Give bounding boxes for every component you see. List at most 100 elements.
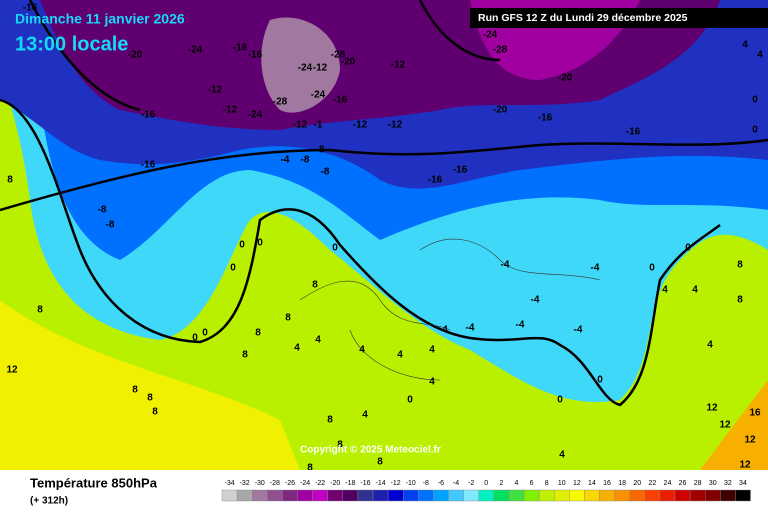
legend-swatch [267, 489, 283, 502]
map-title: Température 850hPa [30, 475, 158, 490]
legend-label: 4 [514, 480, 518, 487]
contour-label: -8 [301, 155, 310, 166]
contour-label: 4 [294, 343, 300, 354]
legend-swatch [538, 489, 555, 502]
legend-swatch [523, 489, 540, 502]
contour-label: -16 [141, 110, 156, 121]
contour-label: -4 [501, 260, 510, 271]
contour-label: -20 [493, 105, 508, 116]
contour-label: 0 [407, 395, 413, 406]
legend-swatch [478, 489, 495, 502]
legend-label: -22 [315, 480, 325, 487]
contour-label: -12 [313, 63, 328, 74]
contour-label: -8 [98, 205, 107, 216]
run-box [470, 8, 768, 28]
contour-label: 8 [377, 457, 383, 468]
contour-label: -4 [281, 155, 290, 166]
contour-label: 0 [230, 263, 236, 274]
contour-label: 8 [7, 175, 13, 186]
contour-label: 4 [559, 450, 565, 461]
contour-label: 8 [737, 260, 743, 271]
contour-label: -4 [516, 320, 525, 331]
legend-label: -12 [391, 480, 401, 487]
contour-label: -4 [574, 325, 583, 336]
legend-label: 2 [499, 480, 503, 487]
contour-label: 8 [37, 305, 43, 316]
contour-label: -12 [353, 120, 368, 131]
legend-swatch [357, 489, 374, 502]
legend-swatch [236, 489, 253, 502]
legend-label: -34 [224, 480, 234, 487]
contour-label: 12 [739, 460, 751, 471]
contour-label: 8 [285, 313, 291, 324]
contour-label: 0 [239, 240, 245, 251]
legend-swatch [644, 489, 661, 502]
contour-label: 8 [337, 440, 343, 451]
contour-label: -16 [626, 127, 641, 138]
contour-label: -16 [248, 50, 263, 61]
legend-swatch [508, 489, 525, 502]
legend-swatch [282, 489, 298, 502]
legend-label: 0 [484, 480, 488, 487]
contour-label: -16 [233, 43, 248, 54]
legend-label: 26 [679, 480, 687, 487]
legend-label: 22 [648, 480, 656, 487]
legend-label: 20 [633, 480, 641, 487]
contour-label: 0 [649, 263, 655, 274]
contour-label: 4 [442, 325, 448, 336]
contour-label: 0 [202, 328, 208, 339]
contour-label: -16 [333, 95, 348, 106]
run-info: Run GFS 12 Z du Lundi 29 décembre 2025 [478, 12, 688, 24]
legend-label: 12 [573, 480, 581, 487]
forecast-time: 13:00 locale [15, 33, 128, 55]
legend-label: -16 [360, 480, 370, 487]
legend-label: 32 [724, 480, 732, 487]
contour-label: 8 [132, 385, 138, 396]
contour-label: 0 [332, 243, 338, 254]
contour-label: 4 [429, 377, 435, 388]
legend-label: 28 [694, 480, 702, 487]
legend-swatch [735, 489, 751, 502]
contour-label: -28 [493, 45, 508, 56]
contour-label: 4 [429, 345, 435, 356]
legend-label: 14 [588, 480, 596, 487]
contour-label: -4 [591, 263, 600, 274]
legend-swatch [629, 489, 646, 502]
contour-label: -8 [321, 167, 330, 178]
contour-label: 0 [752, 95, 758, 106]
contour-label: -24 [248, 110, 263, 121]
contour-label: -8 [106, 220, 115, 231]
legend-swatch [387, 489, 404, 502]
legend-label: -2 [468, 480, 474, 487]
legend-label: 18 [618, 480, 626, 487]
contour-label: -16 [453, 165, 468, 176]
legend-swatch [493, 489, 510, 502]
legend-label: -4 [453, 480, 459, 487]
contour-label: -16 [141, 160, 156, 171]
contour-label: 12 [6, 365, 18, 376]
contour-label: -20 [558, 73, 573, 84]
contour-label: 0 [685, 243, 691, 254]
contour-lines [0, 0, 768, 407]
legend-label: -32 [240, 480, 250, 487]
contour-label: 4 [662, 285, 668, 296]
contour-label: -28 [331, 50, 346, 61]
legend-swatch [342, 489, 359, 502]
legend-label: -26 [285, 480, 295, 487]
legend-swatch [569, 489, 585, 502]
legend-swatch [221, 489, 238, 502]
legend-swatch [372, 489, 389, 502]
contour-label: -12 [223, 105, 238, 116]
contour-label: -24 [298, 63, 313, 74]
contour-label: 8 [242, 350, 248, 361]
legend-swatch [689, 489, 706, 502]
legend-swatch [659, 489, 676, 502]
legend-label: -10 [406, 480, 416, 487]
contour-labels: -16-20 -24 -16-16-12-12 -24-28-24 -12-28-20-… [6, 3, 763, 474]
contour-label: 12 [719, 420, 731, 431]
contour-label: 4 [315, 335, 321, 346]
copyright: Copyright © 2025 Meteociel.fr [300, 445, 441, 456]
contour-label: 4 [397, 350, 403, 361]
